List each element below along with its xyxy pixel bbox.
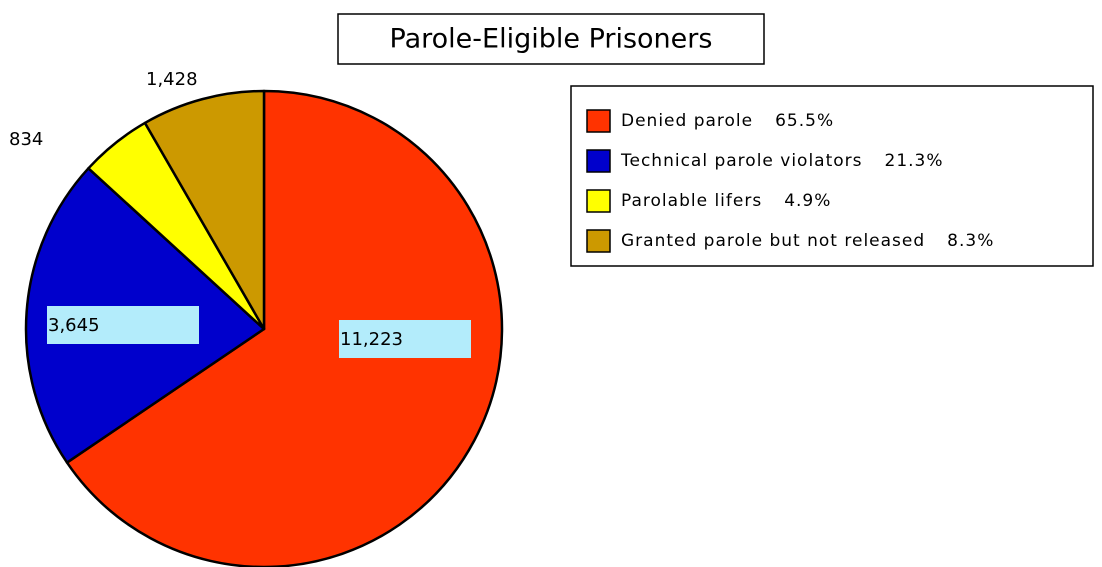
data-label: 834 <box>9 129 43 150</box>
legend-label: Parolable lifers <box>621 191 762 211</box>
data-label-box <box>47 306 199 344</box>
legend-percent: 8.3% <box>947 231 994 251</box>
data-label: 1,428 <box>146 69 198 90</box>
legend-swatch <box>586 189 611 213</box>
legend-entry: Technical parole violators 21.3% <box>620 151 944 171</box>
legend-entry: Denied parole 65.5% <box>621 111 834 131</box>
data-label: 11,223 <box>340 329 403 350</box>
legend-label: Denied parole <box>621 111 753 131</box>
legend-box <box>570 85 1094 267</box>
legend-percent: 21.3% <box>885 151 944 171</box>
pie-slice <box>65 89 504 567</box>
legend-label: Technical parole violators <box>620 151 863 171</box>
legend-swatch <box>586 109 611 133</box>
chart-title: Parole-Eligible Prisoners <box>390 24 713 55</box>
legend-label: Granted parole but not released <box>621 231 925 251</box>
legend-swatch <box>586 149 611 173</box>
legend-entry: Granted parole but not released 8.3% <box>621 231 994 251</box>
data-label: 3,645 <box>48 315 100 336</box>
legend-percent: 4.9% <box>784 191 831 211</box>
pie-slice <box>143 89 266 331</box>
title-box <box>337 13 765 65</box>
legend-entry: Parolable lifers 4.9% <box>621 191 831 211</box>
legend-swatch <box>586 229 611 253</box>
legend-percent: 65.5% <box>775 111 834 131</box>
data-label-box <box>339 320 471 358</box>
